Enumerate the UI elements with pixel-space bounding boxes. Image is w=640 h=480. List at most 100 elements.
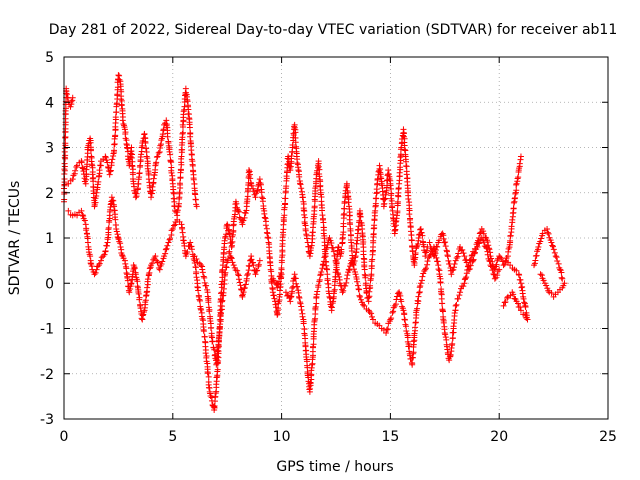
data-point: [398, 298, 405, 305]
data-point: [422, 266, 429, 273]
data-point: [93, 266, 100, 273]
data-point: [294, 160, 301, 167]
y-tick-label: -1: [40, 322, 54, 338]
data-point: [261, 210, 268, 217]
data-point: [401, 146, 408, 153]
data-point: [410, 338, 417, 345]
data-point: [281, 212, 288, 219]
data-point: [400, 307, 407, 314]
data-point: [361, 266, 368, 273]
data-point: [230, 227, 237, 234]
data-point: [514, 175, 521, 182]
data-point: [311, 203, 318, 210]
data-point: [111, 141, 118, 148]
data-point: [179, 229, 186, 236]
data-point: [440, 308, 447, 315]
data-point: [68, 98, 75, 105]
data-point: [313, 300, 320, 307]
data-point: [201, 274, 208, 281]
data-point: [238, 286, 245, 293]
data-point: [351, 266, 358, 273]
data-point: [475, 235, 482, 242]
data-point: [408, 236, 415, 243]
data-point: [328, 304, 335, 311]
data-point: [198, 306, 205, 313]
data-point: [332, 259, 339, 266]
data-point: [78, 159, 85, 166]
y-tick-label: -2: [40, 367, 54, 383]
data-point: [517, 304, 524, 311]
data-point: [223, 264, 230, 271]
data-point: [442, 239, 449, 246]
data-point: [417, 225, 424, 232]
data-point: [87, 253, 94, 260]
x-tick-label: 20: [490, 429, 508, 445]
data-point: [195, 293, 202, 300]
data-point: [178, 221, 185, 228]
data-point: [269, 284, 276, 291]
data-point: [112, 132, 119, 139]
data-point: [455, 250, 462, 257]
data-point: [354, 278, 361, 285]
data-point: [394, 198, 401, 205]
data-point: [376, 162, 383, 169]
data-point: [264, 234, 271, 241]
data-point: [248, 182, 255, 189]
data-point: [207, 317, 214, 324]
data-point: [161, 253, 168, 260]
data-point: [353, 240, 360, 247]
data-point: [113, 228, 120, 235]
data-point: [111, 147, 118, 154]
data-point: [250, 262, 257, 269]
data-point: [450, 323, 457, 330]
data-point: [201, 333, 208, 340]
data-point: [95, 178, 102, 185]
data-point: [373, 195, 380, 202]
data-point: [119, 117, 126, 124]
data-point: [225, 227, 232, 234]
data-point: [153, 154, 160, 161]
data-point: [191, 259, 198, 266]
x-tick-label: 0: [60, 429, 69, 445]
data-point: [256, 257, 263, 264]
data-point: [419, 273, 426, 280]
data-point: [485, 242, 492, 249]
data-point: [255, 261, 262, 268]
data-point: [371, 222, 378, 229]
data-point: [561, 280, 568, 287]
data-point: [452, 257, 459, 264]
data-point: [513, 187, 520, 194]
data-point: [174, 207, 181, 214]
data-point: [463, 274, 470, 281]
data-point: [515, 174, 522, 181]
data-point: [109, 156, 116, 163]
data-point: [521, 299, 528, 306]
data-point: [126, 289, 133, 296]
data-point: [314, 288, 321, 295]
data-point: [355, 285, 362, 292]
data-point: [341, 198, 348, 205]
data-point: [550, 246, 557, 253]
data-point: [72, 167, 79, 174]
data-point: [73, 164, 80, 171]
data-point: [489, 258, 496, 265]
data-point: [385, 167, 392, 174]
chart-title: Day 281 of 2022, Sidereal Day-to-day VTE…: [49, 22, 618, 38]
data-point: [356, 293, 363, 300]
data-point: [245, 167, 252, 174]
data-point: [159, 258, 166, 265]
data-point: [193, 203, 200, 210]
data-point: [480, 230, 487, 237]
data-point: [157, 142, 164, 149]
data-point: [208, 324, 215, 331]
data-point: [500, 262, 507, 269]
data-point: [454, 253, 461, 260]
data-point: [357, 296, 364, 303]
data-point: [133, 190, 140, 197]
data-point: [261, 214, 268, 221]
data-point: [240, 217, 247, 224]
data-point: [167, 158, 174, 165]
data-point: [553, 254, 560, 261]
data-point: [437, 279, 444, 286]
data-point: [254, 267, 261, 274]
